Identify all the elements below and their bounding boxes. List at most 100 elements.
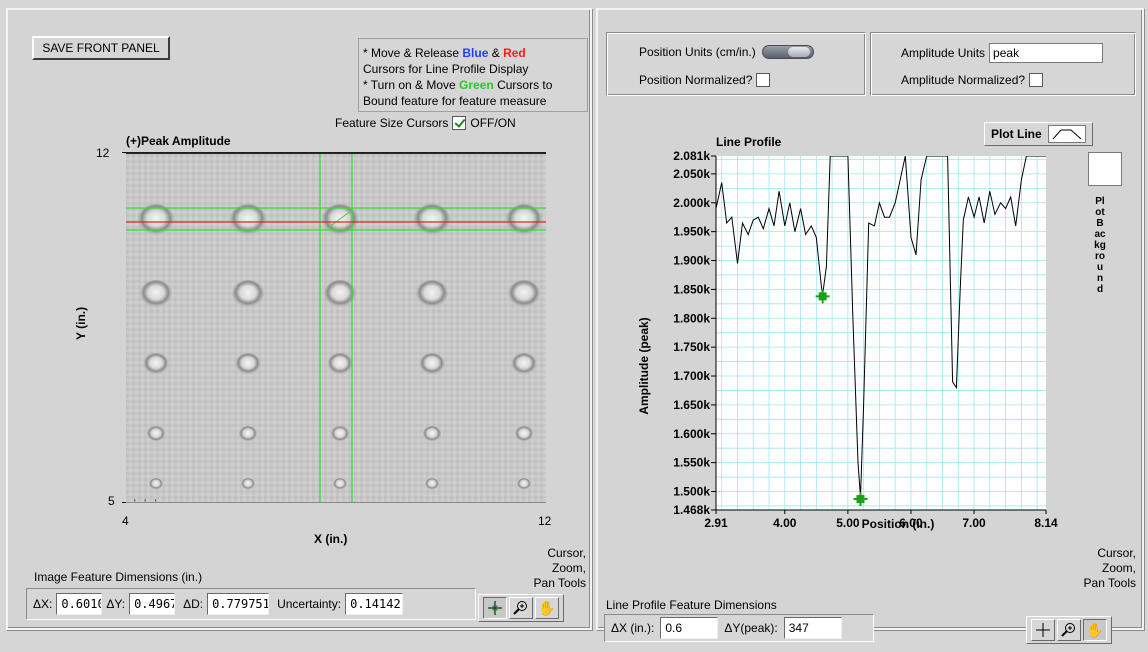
feature-size-cursors-label: Feature Size Cursors [335, 116, 449, 130]
y-axis-label: Y (in.) [74, 306, 88, 340]
y-tick-top: 12 [96, 146, 110, 160]
image-title: (+)Peak Amplitude [126, 134, 231, 148]
plot-line-button[interactable]: Plot Line [984, 122, 1093, 146]
uncertainty-readout[interactable]: 0.14142 [345, 593, 404, 615]
image-panel: SAVE FRONT PANEL * Move & Release Blue &… [6, 8, 592, 630]
position-units-toggle[interactable] [761, 45, 814, 59]
dy-readout[interactable]: 0.4967 [129, 593, 176, 615]
instruction-text: * Turn on & Move [363, 78, 460, 92]
line-profile-chart[interactable]: Line Profile 2.081k 2.050k 2.000k 1.950k 1.9… [598, 128, 1088, 548]
image-feature-spot [323, 280, 357, 308]
plot-line-label: Plot Line [991, 127, 1042, 141]
dy-label: ΔY: [106, 597, 126, 611]
image-feature-spot [321, 204, 359, 236]
pan-hand-tool-icon[interactable]: ✋ [535, 597, 559, 619]
y-tick-label: 1.500k [673, 485, 710, 499]
image-feature-spot [415, 280, 449, 308]
image-feature-spot [146, 426, 166, 442]
tools-caption-line: Cursor, [1097, 546, 1136, 560]
y-tick-bottom: 5 [108, 494, 115, 508]
amplitude-normalized-checkbox[interactable] [1029, 73, 1044, 87]
profile-dx-readout[interactable]: 0.6 [660, 617, 719, 639]
dx-readout[interactable]: 0.6010 [56, 593, 103, 615]
y-tick-label: 1.850k [673, 282, 710, 296]
image-feature-spot [241, 478, 255, 490]
position-controls: Position Units (cm/in.) Position Normali… [606, 32, 866, 96]
profile-dx-label: ΔX (in.): [611, 621, 655, 635]
x-tick-label: 5.00 [836, 516, 860, 530]
instruction-red-word: Red [503, 46, 526, 60]
green-cursor-diagonal [327, 209, 353, 229]
position-units-label: Position Units (cm/in.) [639, 45, 756, 59]
y-tick-label: 1.700k [673, 369, 710, 383]
image-dimensions-strip: ΔX: 0.6010 ΔY: 0.4967 ΔD: 0.779751 Uncer… [26, 588, 476, 620]
image-feature-spot [137, 204, 175, 236]
amplitude-units-control: Amplitude Units peak [901, 43, 1104, 63]
image-feature-spot [139, 280, 173, 308]
image-feature-spot [231, 280, 265, 308]
hand-icon: ✋ [538, 599, 556, 616]
profile-tools-caption: Cursor, Zoom, Pan Tools [1068, 546, 1136, 591]
crosshair-cursor-tool-icon[interactable] [483, 597, 507, 619]
amplitude-units-input[interactable]: peak [989, 43, 1104, 63]
image-feature-spot [235, 353, 261, 375]
image-tools-palette: ✋ [478, 594, 564, 622]
feature-size-cursors-control: Feature Size Cursors OFF/ON [335, 116, 516, 130]
pan-hand-tool-icon[interactable]: ✋ [1083, 619, 1107, 641]
chart-grid [715, 156, 1046, 511]
profile-dimensions-strip: ΔX (in.): 0.6 ΔY(peak): 347 [604, 614, 874, 642]
crosshair-icon [488, 601, 502, 615]
chart-series [716, 156, 1046, 498]
instruction-blue-word: Blue [462, 46, 489, 60]
image-feature-spot [149, 478, 163, 490]
y-tick-label: 2.050k [673, 167, 710, 181]
tools-caption-line: Cursor, [547, 546, 586, 560]
image-feature-spot [330, 426, 350, 442]
zoom-tool-icon[interactable] [1057, 619, 1081, 641]
x-tick-label: 2.91 [704, 516, 728, 530]
line-profile-panel: Position Units (cm/in.) Position Normali… [596, 8, 1144, 630]
image-feature-spot [511, 353, 537, 375]
instruction-text: Bound feature for feature measure [363, 94, 547, 108]
image-feature-spot [413, 204, 451, 236]
tools-caption: Cursor, Zoom, Pan Tools [518, 546, 586, 591]
crosshair-cursor-tool-icon[interactable] [1031, 619, 1055, 641]
cursor-instructions: * Move & Release Blue & Red Cursors for … [358, 38, 588, 112]
zoom-tool-icon[interactable] [509, 597, 533, 619]
image-feature-spot [425, 478, 439, 490]
image-feature-spot [507, 280, 541, 308]
image-feature-spot [517, 478, 531, 490]
y-tick-label: 1.550k [673, 456, 710, 470]
image-feature-spot [514, 426, 534, 442]
profile-cursor-marker[interactable] [815, 289, 830, 304]
chart-markers[interactable] [815, 289, 868, 507]
feature-size-cursors-checkbox[interactable] [452, 116, 467, 130]
dd-readout[interactable]: 0.779751 [207, 593, 270, 615]
zoom-icon [1061, 623, 1075, 637]
save-front-panel-button[interactable]: SAVE FRONT PANEL [32, 36, 170, 60]
position-units-control: Position Units (cm/in.) [639, 45, 814, 59]
tools-caption-line: Pan Tools [1083, 576, 1136, 590]
image-dimensions-title: Image Feature Dimensions (in.) [34, 570, 203, 584]
peak-amplitude-image[interactable] [126, 152, 546, 502]
dx-label: ΔX: [33, 597, 53, 611]
profile-tools-palette: ✋ [1026, 616, 1112, 644]
x-tick-label: 7.00 [962, 516, 986, 530]
y-tick-label: 1.900k [673, 254, 710, 268]
hand-icon: ✋ [1086, 621, 1104, 638]
position-normalized-checkbox[interactable] [756, 73, 771, 87]
image-feature-spot [143, 353, 169, 375]
image-x-axis [126, 502, 546, 503]
profile-dy-readout[interactable]: 347 [783, 617, 842, 639]
plot-background-swatch[interactable] [1088, 152, 1122, 186]
x-minor-ticks: ' ' ' [134, 498, 160, 508]
chart-title: Line Profile [716, 135, 782, 149]
y-tick-label: 1.468k [673, 503, 710, 517]
amplitude-units-label: Amplitude Units [901, 46, 986, 60]
profile-series-line [716, 156, 1046, 498]
x-tick-label: 8.14 [1034, 516, 1058, 530]
profile-cursor-marker[interactable] [853, 492, 868, 507]
instruction-text: & [488, 46, 504, 60]
feature-size-cursors-state: OFF/ON [470, 116, 516, 130]
zoom-icon [513, 601, 527, 615]
